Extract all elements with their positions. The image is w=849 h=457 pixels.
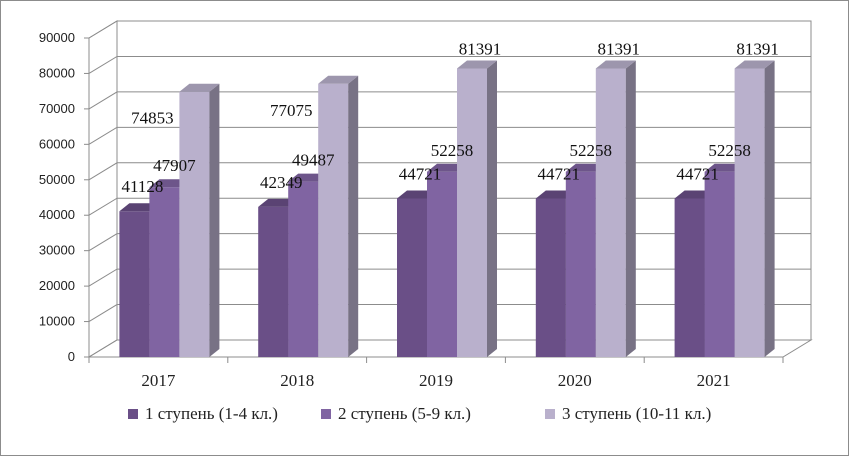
x-tick-label: 2019 <box>419 371 453 390</box>
bar-front <box>318 83 349 357</box>
bar-front <box>734 68 765 357</box>
legend-label: 3 ступень (10-11 кл.) <box>562 404 711 423</box>
y-tick-label: 30000 <box>39 243 75 258</box>
gridline <box>88 20 811 39</box>
bar-top <box>457 60 497 69</box>
legend-label: 1 ступень (1-4 кл.) <box>145 404 278 423</box>
y-tick-label: 70000 <box>39 101 75 116</box>
gridline <box>88 126 811 145</box>
data-label: 81391 <box>736 40 779 59</box>
bars <box>119 60 775 358</box>
bar-front <box>427 171 457 357</box>
x-tick-label: 2021 <box>697 371 731 390</box>
bar <box>179 83 220 358</box>
x-tick-label: 2017 <box>141 371 176 390</box>
bar-front <box>149 187 180 357</box>
bar-front <box>565 171 596 357</box>
bar-top <box>734 60 775 69</box>
y-tick-label: 0 <box>68 349 75 364</box>
y-tick-label: 60000 <box>39 136 75 151</box>
bar-front <box>674 198 705 357</box>
bar-top <box>318 75 359 84</box>
bar-top <box>595 60 636 69</box>
legend-label: 2 ступень (5-9 кл.) <box>338 404 471 423</box>
x-axis-ticks: 2017 2018 2019 2020 2021 <box>88 357 784 390</box>
bar-front <box>397 198 427 357</box>
data-labels: 41128 47907 74853 42349 49487 77075 44721 52258… <box>121 40 778 197</box>
x-tick-label: 2018 <box>280 371 314 390</box>
bar-front <box>595 68 626 357</box>
bar-side <box>487 60 497 357</box>
bar-side <box>209 83 220 358</box>
legend-swatch <box>321 409 331 419</box>
bar-front <box>457 68 487 357</box>
bar-top <box>179 83 220 92</box>
bar-front <box>704 171 735 357</box>
bar <box>457 60 497 357</box>
y-tick-label: 80000 <box>39 65 75 80</box>
data-label: 81391 <box>459 40 502 59</box>
y-tick-label: 50000 <box>39 172 75 187</box>
legend-swatch <box>545 409 555 419</box>
data-label: 41128 <box>121 177 163 196</box>
y-tick-label: 20000 <box>39 278 75 293</box>
bar-side <box>348 75 359 357</box>
y-tick-label: 40000 <box>39 207 75 222</box>
gridline <box>88 55 811 74</box>
bar <box>595 60 636 357</box>
data-label: 42349 <box>260 173 303 192</box>
bar <box>318 75 359 357</box>
data-label: 47907 <box>153 156 196 175</box>
bar-front <box>535 198 566 357</box>
bar-front <box>179 91 210 358</box>
bar-side <box>625 60 636 357</box>
data-label: 52258 <box>708 141 751 160</box>
bar <box>734 60 775 357</box>
data-label: 44721 <box>538 164 581 183</box>
legend: 1 ступень (1-4 кл.) 2 ступень (5-9 кл.) 3 … <box>128 404 711 423</box>
data-label: 74853 <box>131 109 174 128</box>
data-label: 44721 <box>399 164 442 183</box>
legend-swatch <box>128 409 138 419</box>
y-axis-ticks: 0 10000 20000 30000 40000 50000 60000 70000 8000… <box>39 30 75 364</box>
data-label: 52258 <box>431 141 474 160</box>
data-label: 52258 <box>570 141 613 160</box>
data-label: 81391 <box>598 40 641 59</box>
gridline <box>88 91 811 110</box>
y-tick-label: 10000 <box>39 314 75 329</box>
bar-side <box>764 60 775 357</box>
bar-front <box>258 206 289 357</box>
data-label: 49487 <box>292 151 335 170</box>
data-label: 77075 <box>270 101 313 120</box>
bar-front <box>119 211 150 357</box>
bar-front <box>288 181 319 357</box>
data-label: 44721 <box>676 164 719 183</box>
x-tick-label: 2020 <box>558 371 592 390</box>
y-tick-label: 90000 <box>39 30 75 45</box>
gridline <box>88 162 811 181</box>
